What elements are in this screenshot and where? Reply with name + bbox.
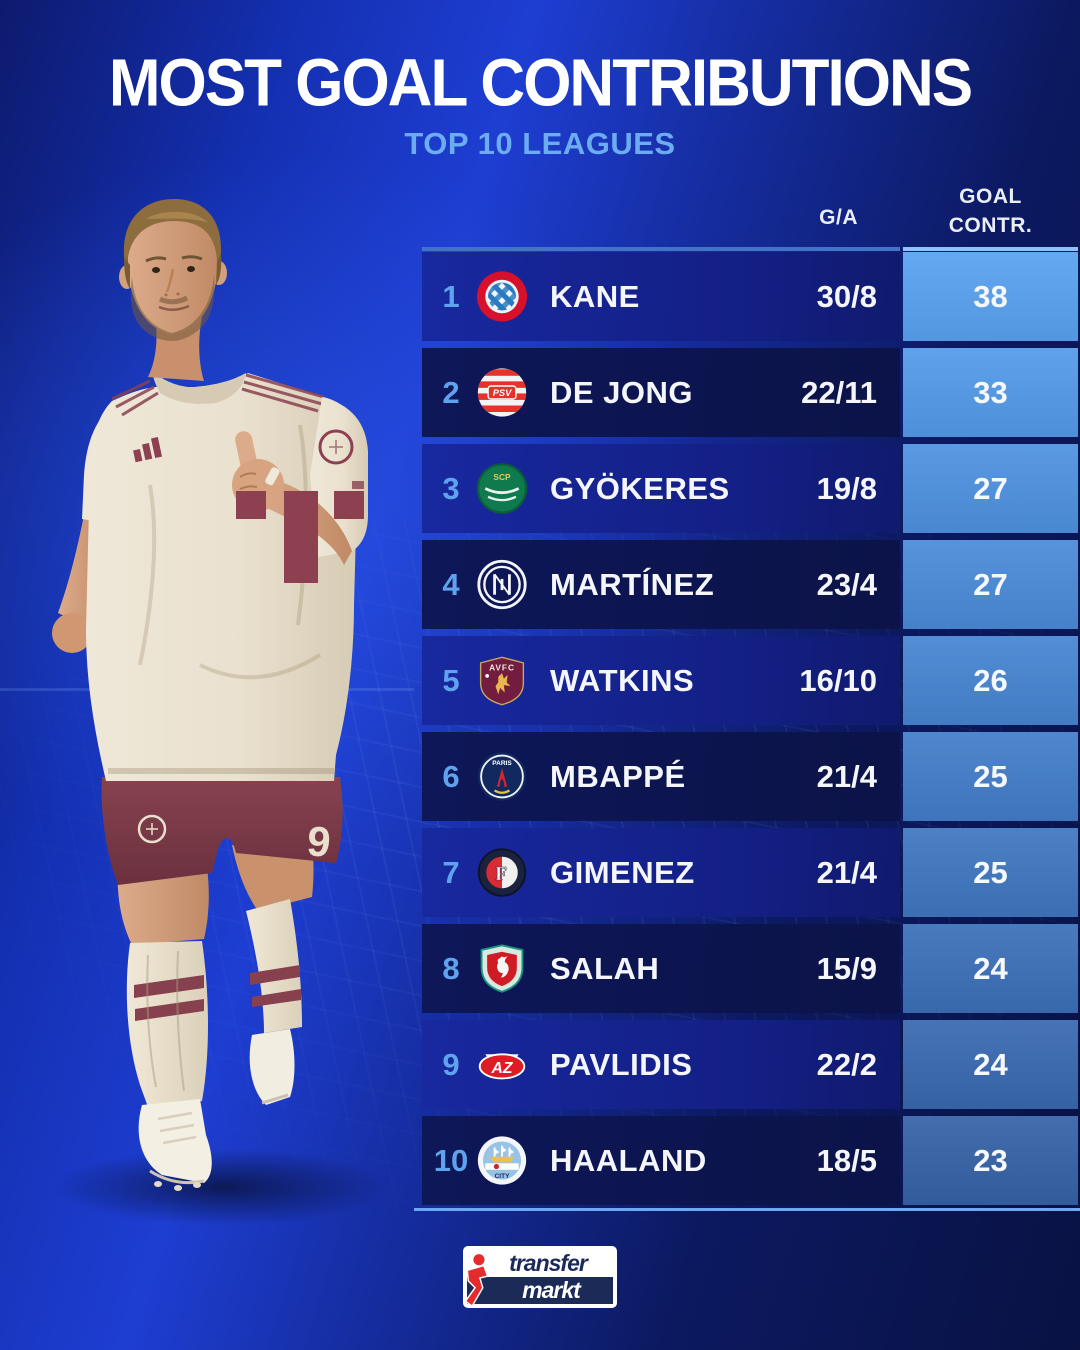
svg-text:PSV: PSV [493,388,512,398]
goal-contr-value: 27 [903,444,1078,533]
az-alkmaar-badge: AZ [476,1038,528,1091]
ga-value: 16/10 [799,663,877,698]
row-main: 2 PSV DE JONG 22/11 [422,348,900,437]
svg-text:F: F [495,864,507,885]
goal-contr-value: 25 [903,828,1078,917]
rank-number: 7 [442,855,460,890]
liverpool-badge [476,942,528,995]
rank-number: 8 [442,951,460,986]
row-main: 9 AZ PAVLIDIS 22/2 [422,1020,900,1109]
table-row: 3 SCP GYÖKERES 19/8 27 [422,444,1078,533]
svg-text:CITY: CITY [495,1173,510,1180]
rank-number: 1 [442,279,460,314]
player-photo-kane: 9 [52,199,368,1191]
feyenoord-badge: F [476,846,528,899]
goal-contr-value: 25 [903,732,1078,821]
ranking-table: G/A GOAL CONTR. 1 KANE 30/8 38 2 PSV DE … [414,185,1080,1212]
sporting-cp-badge: SCP [476,462,528,515]
goal-contr-value: 26 [903,636,1078,725]
svg-text:PARIS: PARIS [492,760,512,767]
table-bottom-border [414,1208,1080,1211]
table-row: 2 PSV DE JONG 22/11 33 [422,348,1078,437]
svg-text:AVFC: AVFC [489,662,515,672]
ga-value: 21/4 [816,759,877,794]
player-name: DE JONG [550,375,694,410]
rank-number: 4 [442,567,460,602]
logo-bottom-band: markt [467,1277,613,1304]
table-row: 6 PARIS MBAPPÉ 21/4 25 [422,732,1078,821]
goal-contr-value: 33 [903,348,1078,437]
table-top-border-right [903,247,1078,251]
svg-text:9: 9 [305,817,332,866]
goal-contr-value: 27 [903,540,1078,629]
row-main: 3 SCP GYÖKERES 19/8 [422,444,900,533]
aston-villa-badge: AVFC [476,654,528,707]
row-main: 4 MARTÍNEZ 23/4 [422,540,900,629]
psg-badge: PARIS [476,750,528,803]
logo-word-transfer: transfer [509,1250,588,1276]
ga-value: 18/5 [816,1143,877,1178]
page-title: MOST GOAL CONTRIBUTIONS [108,46,973,121]
table-row: 4 MARTÍNEZ 23/4 27 [422,540,1078,629]
column-header-goal-line2: CONTR. [948,214,1033,237]
transfermarkt-kicker-icon [464,1252,489,1308]
goal-contr-value: 23 [903,1116,1078,1205]
player-name: MBAPPÉ [550,759,686,794]
player-name: MARTÍNEZ [550,567,715,602]
player-name: WATKINS [550,663,695,698]
ga-value: 15/9 [816,951,877,986]
player-name: PAVLIDIS [550,1047,693,1082]
logo-top-band: transfer [467,1250,613,1277]
ga-value: 30/8 [816,279,877,314]
psv-eindhoven-badge: PSV [476,366,528,419]
row-main: 10 CITY HAALAND 18/5 [422,1116,900,1205]
table-row: 5 AVFC WATKINS 16/10 26 [422,636,1078,725]
svg-text:SCP: SCP [493,472,511,482]
goal-contr-value: 24 [903,1020,1078,1109]
column-header-goal-line1: GOAL [959,185,1022,208]
svg-text:AZ: AZ [490,1060,513,1077]
row-main: 5 AVFC WATKINS 16/10 [422,636,900,725]
rank-number: 5 [442,663,460,698]
rank-number: 6 [442,759,460,794]
table-row: 7 F GIMENEZ 21/4 25 [422,828,1078,917]
ga-value: 21/4 [816,855,877,890]
table-row: 8 SALAH 15/9 24 [422,924,1078,1013]
table-row: 9 AZ PAVLIDIS 22/2 24 [422,1020,1078,1109]
transfermarkt-logo: transfer markt [463,1246,617,1308]
row-main: 8 SALAH 15/9 [422,924,900,1013]
player-name: GIMENEZ [550,855,695,890]
table-row: 10 CITY HAALAND 18/5 23 [422,1116,1078,1205]
row-main: 6 PARIS MBAPPÉ 21/4 [422,732,900,821]
rank-number: 9 [442,1047,460,1082]
table-row: 1 KANE 30/8 38 [422,252,1078,341]
page-subtitle: TOP 10 LEAGUES [404,126,676,161]
player-name: KANE [550,279,640,314]
table-top-border-left [422,247,900,251]
ga-value: 19/8 [816,471,877,506]
player-shadow [52,1148,392,1226]
row-main: 7 F GIMENEZ 21/4 [422,828,900,917]
ga-value: 23/4 [816,567,877,602]
logo-word-markt: markt [522,1277,581,1303]
column-header-goal-contr: GOAL CONTR. [903,182,1078,240]
table-rows: 1 KANE 30/8 38 2 PSV DE JONG 22/11 33 3 … [422,252,1078,1205]
bayern-munich-badge [476,270,528,323]
player-name: GYÖKERES [550,471,730,506]
ga-value: 22/2 [816,1047,877,1082]
player-name: HAALAND [550,1143,707,1178]
rank-number: 10 [433,1143,469,1178]
column-header-ga: G/A [819,206,858,229]
row-main: 1 KANE 30/8 [422,252,900,341]
rank-number: 3 [442,471,460,506]
rank-number: 2 [442,375,460,410]
player-name: SALAH [550,951,660,986]
manchester-city-badge: CITY [476,1134,528,1187]
ga-value: 22/11 [801,375,877,410]
inter-milan-badge [476,558,528,611]
goal-contr-value: 24 [903,924,1078,1013]
goal-contr-value: 38 [903,252,1078,341]
